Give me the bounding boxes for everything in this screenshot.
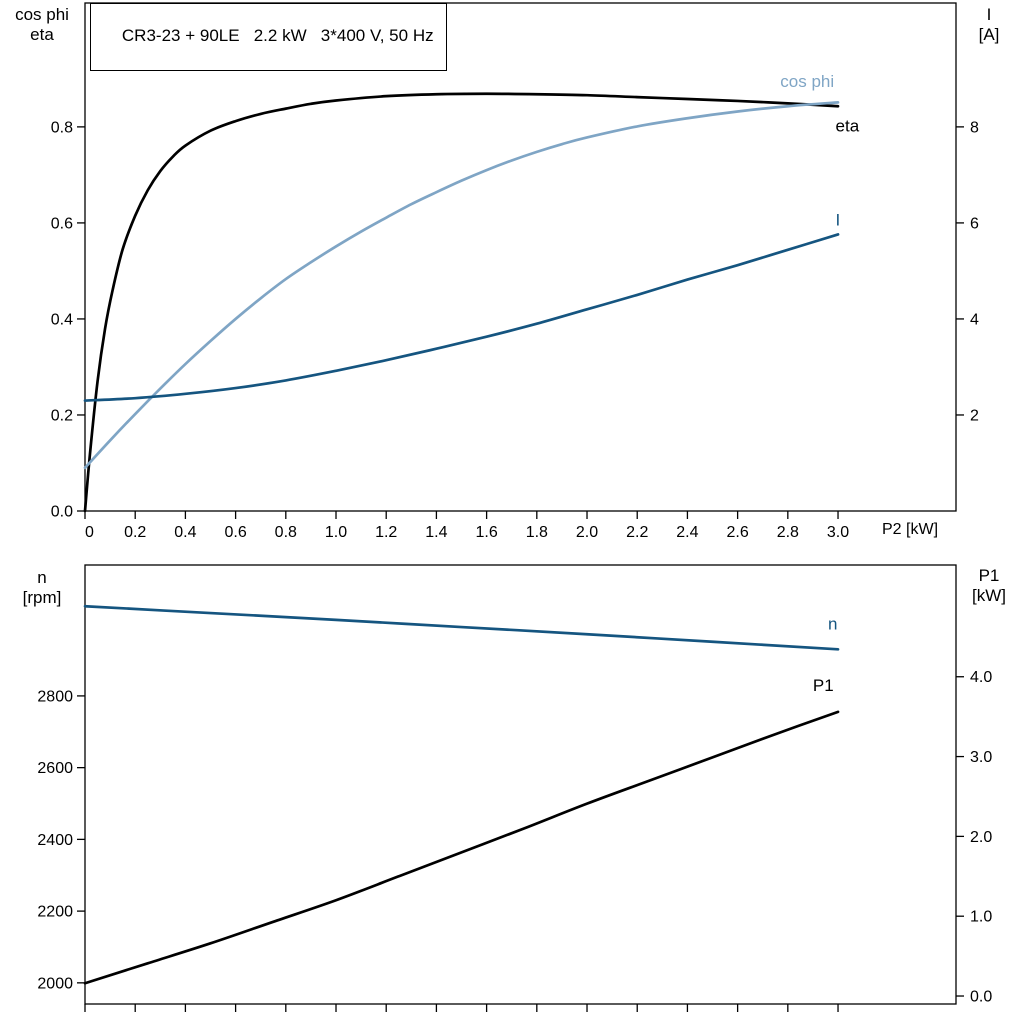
y-left-tick-label: 0.8	[51, 119, 73, 136]
chart-title-box: CR3-23 + 90LE 2.2 kW 3*400 V, 50 Hz	[90, 3, 447, 71]
x-tick-label: 1.4	[425, 524, 447, 541]
plot-frame	[84, 564, 957, 1005]
x-tick-label: 1.8	[526, 524, 548, 541]
x-tick-label: 2.2	[626, 524, 648, 541]
x-tick-label: 1.0	[325, 524, 347, 541]
x-tick-label: 2.0	[576, 524, 598, 541]
axis-title-speed-unit: [rpm]	[22, 588, 62, 607]
x-tick-label: 1.2	[375, 524, 397, 541]
chart-title: CR3-23 + 90LE 2.2 kW 3*400 V, 50 Hz	[121, 26, 434, 45]
y-left-tick-label: 0.6	[51, 215, 73, 232]
plot-frame	[84, 2, 957, 512]
y-left-tick-label: 2000	[37, 975, 73, 992]
y-left-tick-label: 2600	[37, 760, 73, 777]
axis-title-p1-unit: [kW]	[972, 586, 1006, 605]
axis-title-speed: n	[37, 568, 47, 587]
curve-label-cos-phi: cos phi	[780, 72, 834, 91]
y-right-tick-label: 0.0	[970, 989, 992, 1006]
x-tick-label: 0.2	[124, 524, 146, 541]
x-axis-title: P2 [kW]	[882, 521, 939, 538]
x-tick-label: 0	[85, 524, 94, 541]
curve-current	[83, 233, 840, 402]
y-left-tick-label: 0.2	[51, 407, 73, 424]
y-left-tick-label: 0.0	[51, 504, 73, 521]
x-tick-label: 0.4	[174, 524, 196, 541]
y-left-tick-label: 2400	[37, 832, 73, 849]
axis-title-current: I	[986, 5, 992, 24]
x-tick-label: 0.6	[224, 524, 246, 541]
x-tick-label: 2.6	[726, 524, 748, 541]
motor-top-chart: 0.0 0.2 0.4 0.6 0.8 2 4 6 8 0 0.2 0.4 0.6 0.8 1.0 1.2 1.…	[51, 2, 979, 541]
y-right-tick-label: 4.0	[970, 669, 992, 686]
y-right-tick-label: 1.0	[970, 909, 992, 926]
curve-eta	[83, 92, 840, 513]
curve-label-eta: eta	[836, 117, 860, 136]
axis-title-right-top: I [A]	[956, 5, 1022, 45]
curve-cos-phi	[83, 101, 840, 470]
axis-title-left-top: cos phi eta	[0, 5, 84, 45]
x-tick-label: 2.4	[676, 524, 698, 541]
y-right-tick-label: 2	[970, 407, 979, 424]
x-tick-label: 2.8	[777, 524, 799, 541]
curve-speed	[83, 604, 840, 651]
curve-label-speed: n	[828, 615, 837, 634]
y-left-tick-label: 2200	[37, 904, 73, 921]
y-left-tick-label: 2800	[37, 688, 73, 705]
x-tick-label: 3.0	[827, 524, 849, 541]
y-right-tick-label: 3.0	[970, 749, 992, 766]
axis-title-eta: eta	[30, 25, 54, 44]
curve-p1	[83, 710, 840, 985]
x-tick-label: 1.6	[475, 524, 497, 541]
curve-label-current: I	[836, 210, 841, 229]
x-tick-label: 0.8	[275, 524, 297, 541]
y-right-tick-label: 2.0	[970, 829, 992, 846]
axis-title-current-unit: [A]	[978, 25, 1000, 44]
curve-label-p1: P1	[813, 676, 834, 695]
axis-title-right-bottom: P1 [kW]	[956, 566, 1022, 606]
y-right-tick-label: 6	[970, 215, 979, 232]
y-left-tick-label: 0.4	[51, 311, 73, 328]
y-right-tick-label: 8	[970, 119, 979, 136]
y-right-tick-label: 4	[970, 311, 979, 328]
axis-title-cos-phi: cos phi	[15, 5, 69, 24]
axis-title-left-bottom: n [rpm]	[0, 568, 84, 608]
axis-title-p1: P1	[978, 566, 1000, 585]
motor-bottom-chart: 2000 2200 2400 2600 2800 0.0 1.0 2.0 3.0 4.0 n P1	[37, 564, 992, 1012]
